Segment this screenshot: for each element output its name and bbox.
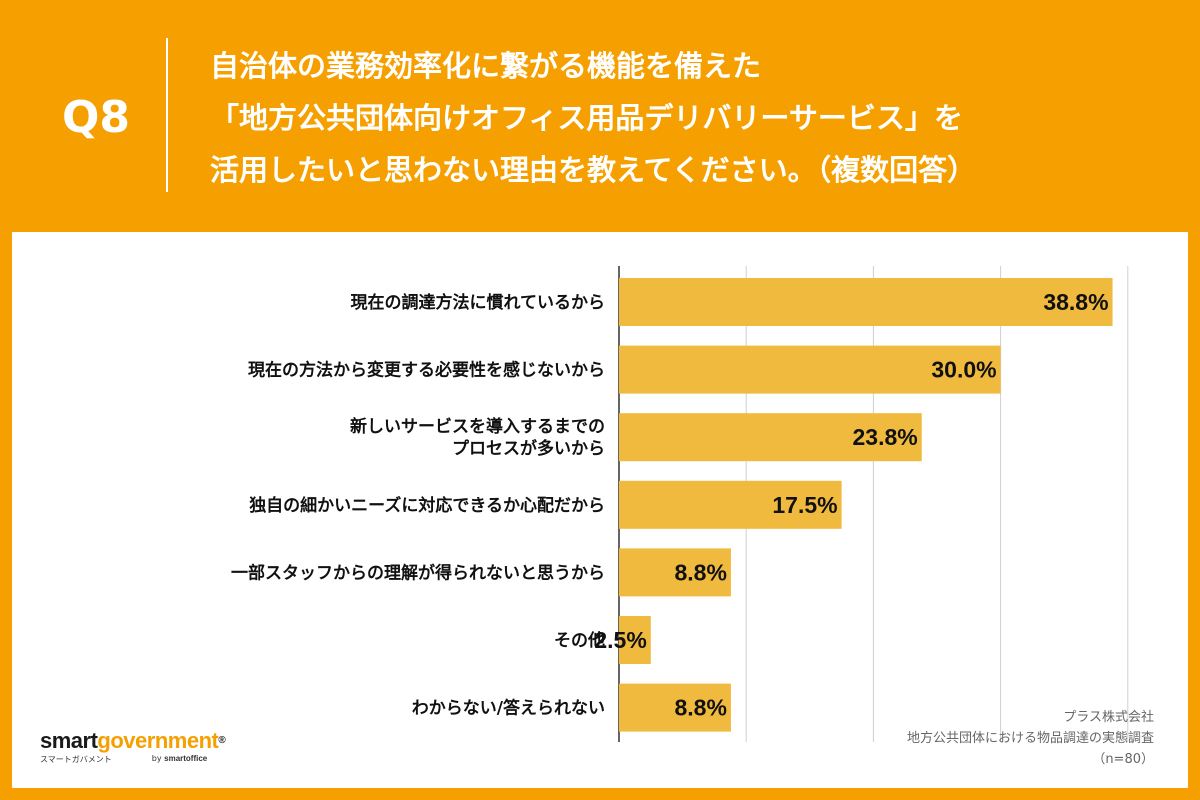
source-sample-size: （n=80） — [1092, 752, 1154, 767]
source-note: プラス株式会社 地方公共団体における物品調達の実態調査 （n=80） — [907, 707, 1154, 770]
bar-value-label: 30.0% — [931, 357, 996, 383]
bar — [619, 278, 1113, 326]
source-survey: 地方公共団体における物品調達の実態調査 — [906, 731, 1154, 746]
category-label: プロセスが多いから — [452, 438, 605, 459]
bar-value-label: 23.8% — [853, 424, 918, 450]
category-label: 独自の細かいニーズに対応できるか心配だから — [249, 495, 605, 516]
bar-value-label: 38.8% — [1043, 289, 1108, 315]
bar — [619, 548, 731, 597]
question-title-line: 「地方公共団体向けオフィス用品デリバリーサービス」を — [210, 101, 963, 135]
bar-value-label: 8.8% — [674, 559, 726, 585]
bar — [619, 345, 1001, 394]
bar — [619, 616, 651, 664]
bar-value-label: 2.5% — [594, 627, 646, 653]
question-number: Q8 — [62, 92, 131, 143]
category-label: その他 — [554, 630, 605, 651]
category-label: 現在の方法から変更する必要性を感じないから — [248, 360, 605, 381]
category-label: 一部スタッフからの理解が得られないと思うから — [231, 562, 605, 583]
logo-by: by — [151, 754, 162, 763]
logo-smart-text: smart — [40, 728, 98, 753]
smartgovernment-logo: smartgovernment® スマートガバメント by smartoffic… — [40, 728, 226, 765]
header-divider — [166, 38, 168, 192]
bar-value-label: 17.5% — [772, 492, 837, 518]
bar-chart: 38.8% 現在の調達方法に慣れているから 30.0% 現在の方法から変更する必要性を… — [231, 266, 1129, 742]
category-label: 新しいサービスを導入するまでの — [350, 416, 605, 437]
category-label: 現在の調達方法に慣れているから — [351, 292, 606, 313]
logo-kana: スマートガバメント — [40, 755, 112, 764]
category-label: わからない/答えられない — [412, 698, 605, 719]
bar-value-label: 8.8% — [674, 695, 726, 721]
question-title-line: 活用したいと思わない理由を教えてください。（複数回答） — [210, 153, 977, 187]
logo-brand: smartoffice — [164, 754, 208, 763]
bar — [619, 413, 922, 462]
question-header: Q8 自治体の業務効率化に繋がる機能を備えた 「地方公共団体向けオフィス用品デリ… — [0, 0, 1200, 230]
question-title: 自治体の業務効率化に繋がる機能を備えた 「地方公共団体向けオフィス用品デリバリー… — [210, 40, 1170, 196]
question-title-line: 自治体の業務効率化に繋がる機能を備えた — [210, 49, 762, 83]
source-company: プラス株式会社 — [1063, 710, 1154, 725]
logo-registered-mark: ® — [218, 735, 226, 746]
logo-government-text: government — [97, 728, 219, 753]
chart-panel: 38.8% 現在の調達方法に慣れているから 30.0% 現在の方法から変更する必要性を… — [12, 232, 1188, 788]
bar — [619, 683, 731, 732]
bar — [619, 480, 842, 529]
